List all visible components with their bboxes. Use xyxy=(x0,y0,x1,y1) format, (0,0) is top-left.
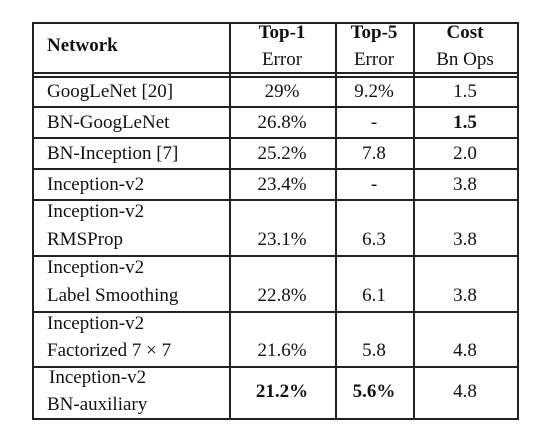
network-variant: BN-auxiliary xyxy=(47,394,148,415)
row-divider xyxy=(32,366,519,368)
row-divider xyxy=(32,311,519,313)
column-divider-2 xyxy=(335,22,337,420)
row-divider xyxy=(32,168,519,170)
top1-error: 25.2% xyxy=(257,143,307,164)
table-border-left xyxy=(32,22,34,420)
header-cost-subtitle: Bn Ops xyxy=(436,49,494,70)
cost-bn-ops: 4.8 xyxy=(453,381,477,402)
cost-bn-ops: 2.0 xyxy=(453,143,477,164)
network-name: GoogLeNet [20] xyxy=(47,81,174,102)
top5-error: - xyxy=(370,112,378,133)
header-rule-2 xyxy=(32,76,519,78)
network-name: Inception-v2 xyxy=(47,257,145,278)
network-name: BN-Inception [7] xyxy=(47,143,179,164)
top5-error: 7.8 xyxy=(362,143,386,164)
cost-bn-ops: 4.8 xyxy=(453,340,477,361)
network-variant: RMSProp xyxy=(47,229,124,250)
header-network: Network xyxy=(47,35,118,56)
top5-error: 5.6% xyxy=(352,381,396,402)
cost-bn-ops: 3.8 xyxy=(453,285,477,306)
top1-error: 23.1% xyxy=(257,229,307,250)
table-border-top xyxy=(32,22,519,24)
top1-error: 21.2% xyxy=(255,381,309,402)
network-name: Inception-v2 xyxy=(47,174,145,195)
results-table: Network Top-1 Error Top-5 Error Cost Bn … xyxy=(32,22,519,420)
top5-error: 5.8 xyxy=(362,340,386,361)
header-top1-subtitle: Error xyxy=(261,49,303,70)
top1-error: 26.8% xyxy=(257,112,307,133)
header-top5-subtitle: Error xyxy=(353,49,395,70)
top1-error: 23.4% xyxy=(257,174,307,195)
header-cost-title: Cost xyxy=(446,22,484,43)
row-divider xyxy=(32,255,519,257)
network-name: BN-GoogLeNet xyxy=(47,112,170,133)
top5-error: 6.3 xyxy=(362,229,386,250)
cost-bn-ops: 1.5 xyxy=(453,112,477,133)
cost-bn-ops: 3.8 xyxy=(453,229,477,250)
network-name: Inception-v2 xyxy=(47,201,145,222)
column-divider-3 xyxy=(413,22,415,420)
network-name: Inception-v2 xyxy=(47,313,145,334)
network-name: Inception-v2 xyxy=(49,367,147,388)
network-variant: Factorized 7 × 7 xyxy=(47,340,172,361)
top5-error: 6.1 xyxy=(362,285,386,306)
network-variant: Label Smoothing xyxy=(47,285,179,306)
row-divider xyxy=(32,137,519,139)
top1-error: 29% xyxy=(264,81,300,102)
top1-error: 22.8% xyxy=(257,285,307,306)
top5-error: - xyxy=(370,174,378,195)
cost-bn-ops: 3.8 xyxy=(453,174,477,195)
table-border-bottom xyxy=(32,418,519,420)
table-border-right xyxy=(517,22,519,420)
row-divider xyxy=(32,199,519,201)
column-divider-1 xyxy=(229,22,231,420)
top1-error: 21.6% xyxy=(257,340,307,361)
header-top1-title: Top-1 xyxy=(258,22,306,43)
row-divider xyxy=(32,106,519,108)
top5-error: 9.2% xyxy=(354,81,394,102)
header-top5-title: Top-5 xyxy=(350,22,398,43)
cost-bn-ops: 1.5 xyxy=(453,81,477,102)
header-rule-1 xyxy=(32,72,519,74)
